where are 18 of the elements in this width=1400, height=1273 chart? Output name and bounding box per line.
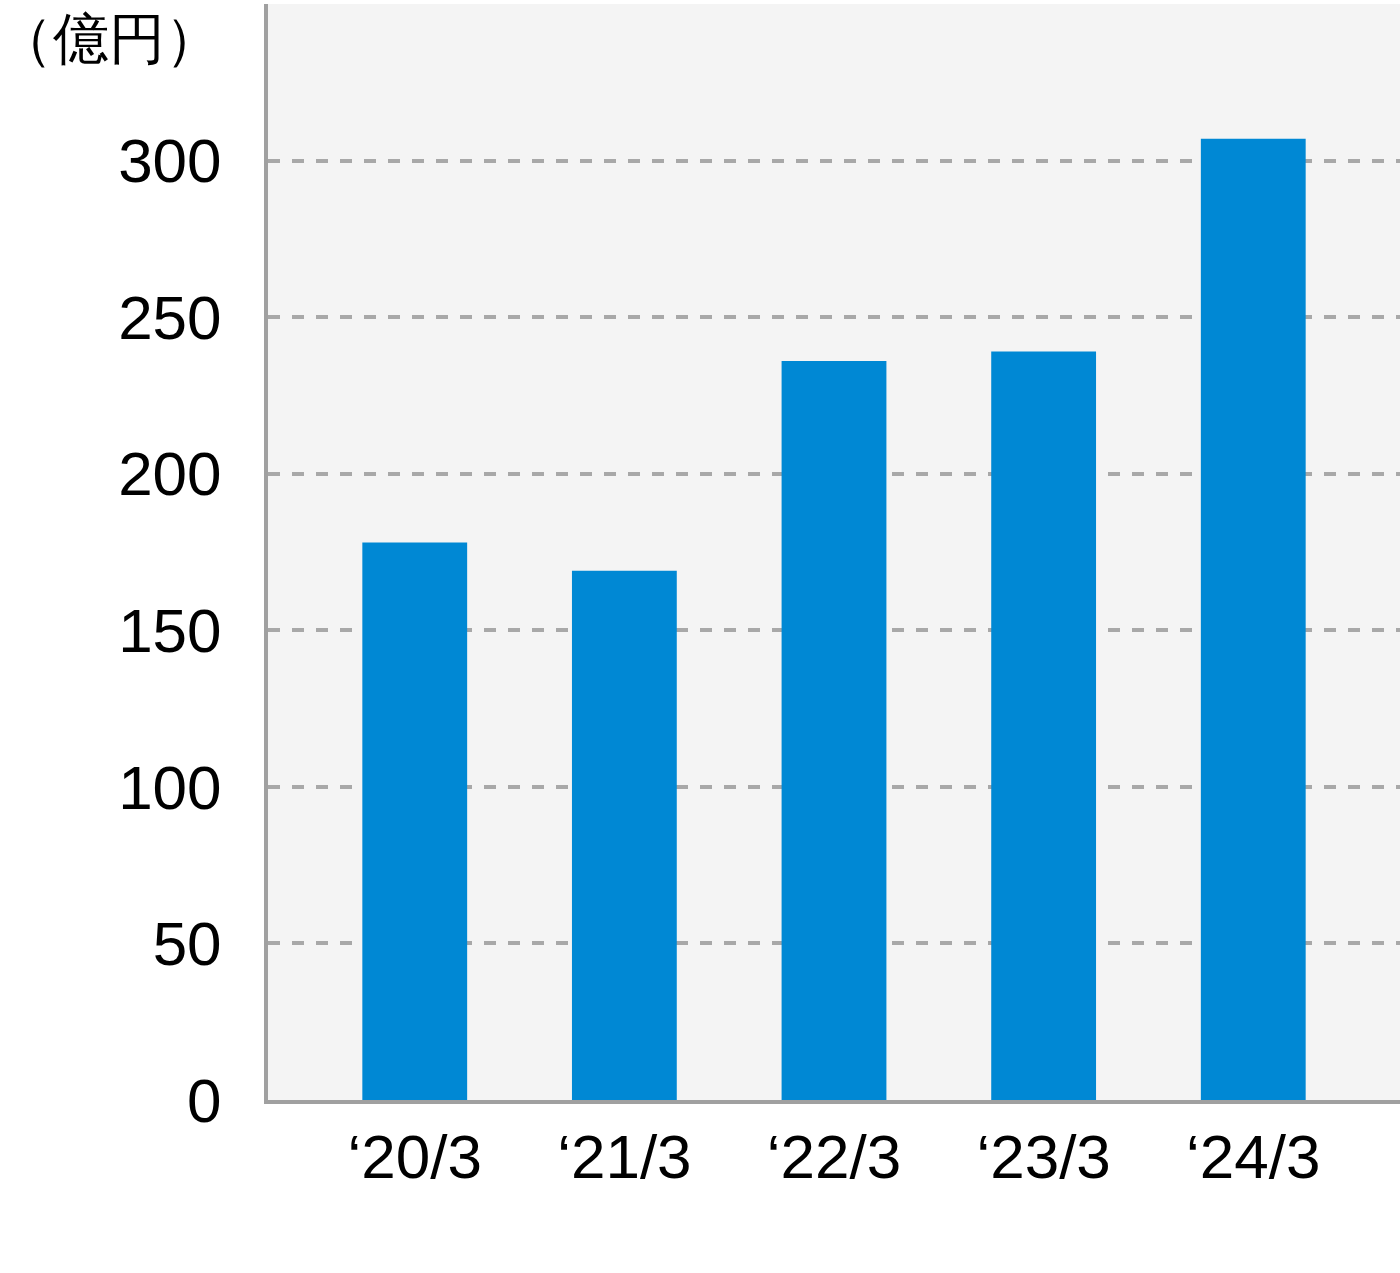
bar: [571, 570, 677, 1100]
x-tick-label: ‘22/3: [766, 1122, 902, 1192]
bar: [781, 360, 887, 1100]
y-tick-label: 50: [152, 909, 222, 979]
y-tick-label: 200: [118, 439, 222, 509]
bar: [1200, 138, 1306, 1100]
bar: [991, 351, 1097, 1100]
y-tick-label: 250: [118, 282, 222, 352]
y-tick-label: 150: [118, 595, 222, 665]
y-tick-label: 0: [187, 1065, 222, 1135]
x-tick-label: ‘20/3: [347, 1122, 482, 1192]
x-tick-label: ‘21/3: [557, 1122, 692, 1192]
y-tick-label: 300: [118, 126, 222, 196]
y-tick-label: 100: [118, 752, 222, 822]
y-axis-title: （億円）: [0, 6, 221, 71]
x-tick-label: ‘23/3: [976, 1122, 1111, 1192]
bar: [362, 542, 468, 1100]
x-tick-label: ‘24/3: [1186, 1122, 1321, 1192]
